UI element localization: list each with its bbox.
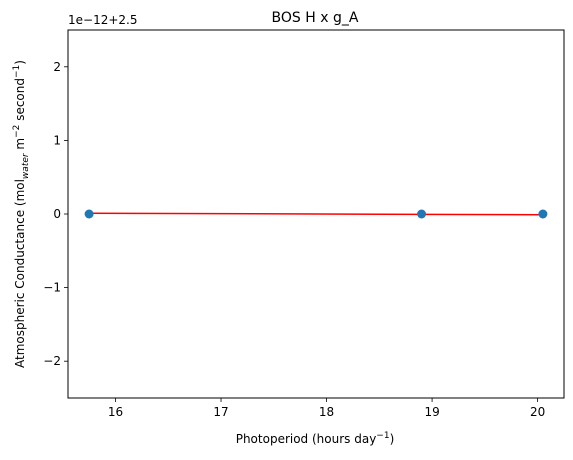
y-tick-label: 0 [53, 207, 61, 221]
x-tick-label: 16 [108, 405, 123, 419]
chart-title: BOS H x g_A [272, 10, 359, 26]
data-point [417, 209, 427, 219]
y-tick-label: 1 [53, 133, 61, 147]
y-axis-label: Atmospheric Conductance (molwater m−2 se… [12, 60, 31, 368]
x-axis-ticks: 16 17 18 19 20 [108, 398, 545, 419]
x-tick-label: 19 [424, 405, 439, 419]
y-tick-label: −2 [43, 354, 61, 368]
plot-area [84, 209, 548, 219]
x-axis-label: Photoperiod (hours day−1) [236, 431, 395, 446]
data-point [84, 209, 94, 219]
data-point [538, 209, 548, 219]
y-tick-label: 2 [53, 60, 61, 74]
y-offset-text: 1e−12+2.5 [68, 13, 137, 27]
fit-line [89, 212, 543, 216]
x-tick-label: 20 [530, 405, 545, 419]
x-tick-label: 18 [319, 405, 334, 419]
y-tick-label: −1 [43, 281, 61, 295]
y-axis-ticks: −2 −1 0 1 2 [43, 60, 68, 368]
x-tick-label: 17 [213, 405, 228, 419]
